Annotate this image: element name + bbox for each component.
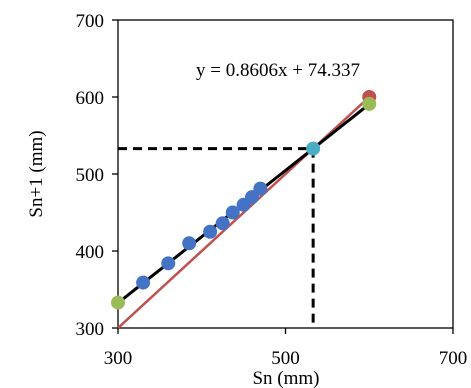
y-tick-label-1: 400	[76, 242, 105, 263]
data-point-s0-2	[182, 236, 197, 251]
x-axis-title: Sn (mm)	[252, 368, 319, 388]
y-axis-title: Sn+1 (mm)	[26, 130, 47, 217]
y-tick-label-3: 600	[76, 88, 105, 109]
trendline-equation: y = 0.8606x + 74.337	[196, 60, 360, 81]
data-point-s3-1	[362, 96, 377, 111]
data-point-s1-0	[306, 141, 321, 156]
x-tick-label-0: 300	[104, 348, 133, 369]
data-point-s0-5	[225, 205, 240, 220]
data-point-s0-1	[161, 256, 176, 271]
y-tick-label-0: 300	[76, 319, 105, 340]
x-tick-label-2: 700	[439, 348, 468, 369]
ticks-layer: 300 500 700 300 400 500 600 700	[76, 11, 468, 369]
data-point-s0-8	[253, 181, 268, 196]
y-tick-label-2: 500	[76, 165, 105, 186]
points-layer	[111, 90, 377, 310]
data-point-s0-3	[203, 224, 218, 239]
x-tick-label-1: 500	[271, 348, 300, 369]
data-point-s0-0	[136, 275, 151, 290]
data-point-s3-0	[111, 295, 125, 310]
y-tick-label-4: 700	[76, 11, 105, 32]
data-point-s0-4	[215, 216, 230, 231]
